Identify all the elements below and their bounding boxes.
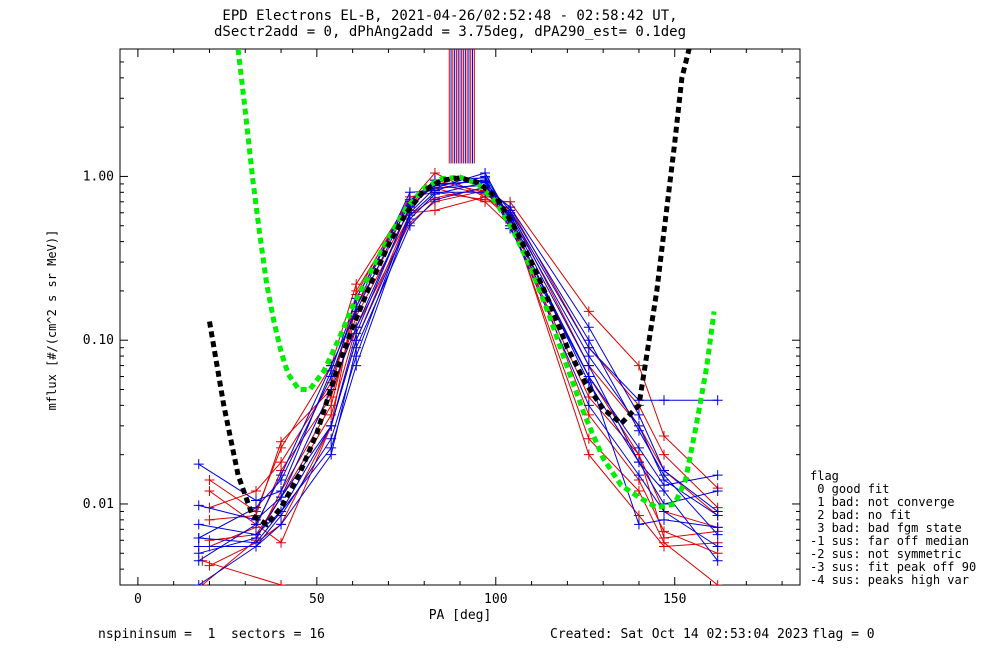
red-series-point xyxy=(659,431,669,442)
blue-series-point xyxy=(193,459,204,470)
blue-series-point xyxy=(193,500,204,511)
legend-item: 3 bad: bad fgm state xyxy=(810,521,962,535)
y-axis-label: mflux [#/(cm^2 s sr MeV)] xyxy=(45,230,59,411)
blue-series-point xyxy=(351,342,362,353)
blue-series-point xyxy=(351,360,362,371)
legend-item: 0 good fit xyxy=(810,482,890,496)
red-series-point xyxy=(197,580,208,585)
blue-series-point xyxy=(633,470,644,481)
red-series-point xyxy=(276,436,287,447)
blue-series-point xyxy=(633,457,644,468)
red-series-point xyxy=(204,535,215,546)
red-series-point xyxy=(583,306,594,317)
y-tick-label: 0.01 xyxy=(83,497,114,512)
red-series-point xyxy=(659,532,669,543)
red-series-point xyxy=(204,475,215,486)
blue-series-point xyxy=(326,420,337,431)
red-series-point xyxy=(204,514,215,525)
flag-legend: flag 0 good fit 1 bad: not converge 2 ba… xyxy=(810,470,976,587)
blue-series-point xyxy=(583,322,594,333)
blue-series-point xyxy=(712,470,723,481)
red-series-point xyxy=(351,279,362,290)
y-tick-label: 0.10 xyxy=(83,333,114,348)
blue-series-point xyxy=(251,502,261,513)
chart-title-line-1: EPD Electrons EL-B, 2021-04-26/02:52:48 … xyxy=(222,8,678,24)
blue-series-point xyxy=(659,514,669,525)
series-layer xyxy=(193,49,723,585)
blue-series-point xyxy=(351,328,362,339)
blue-series-point xyxy=(633,420,644,431)
red-series-point xyxy=(204,560,215,571)
blue-series-point xyxy=(583,400,594,411)
blue-series-point xyxy=(583,351,594,362)
red-series-point xyxy=(276,537,287,548)
red-series-line xyxy=(209,187,718,528)
blue-series-point xyxy=(193,519,204,530)
blue-series-point xyxy=(583,342,594,353)
red-series-point xyxy=(429,205,440,216)
red-series-point xyxy=(204,485,215,496)
legend-title: flag xyxy=(810,469,839,483)
x-tick-label: 0 xyxy=(134,592,142,607)
legend-item: -3 sus: fit peak off 90 xyxy=(810,560,977,574)
blue-series-point xyxy=(276,475,287,486)
red-series-line xyxy=(202,560,282,585)
blue-series-point xyxy=(633,442,644,453)
y-tick-label: 1.00 xyxy=(83,169,114,184)
blue-series-point xyxy=(326,360,337,371)
blue-series-point xyxy=(712,555,723,566)
footer-flag: flag = 0 xyxy=(812,627,875,642)
red-series-line xyxy=(209,196,718,567)
red-series-point xyxy=(659,541,669,552)
x-tick-label: 100 xyxy=(484,592,507,607)
blue-series-point xyxy=(480,171,491,182)
blue-series-point xyxy=(659,465,669,476)
red-series-point xyxy=(633,360,644,371)
blue-series-point xyxy=(712,506,723,517)
blue-series-point xyxy=(276,492,287,503)
blue-series-point xyxy=(712,485,723,496)
blue-series-point xyxy=(633,519,644,530)
red-series-point xyxy=(659,449,669,460)
x-tick-label: 150 xyxy=(663,592,686,607)
blue-series-point xyxy=(712,541,723,552)
blue-series-line xyxy=(198,181,718,521)
red-series-point xyxy=(583,409,594,420)
chart-title-line-2: dSectr2add = 0, dPhAng2add = 3.75deg, dP… xyxy=(213,24,686,40)
blue-series-point xyxy=(404,187,415,198)
legend-item: -4 sus: peaks high var xyxy=(810,573,969,587)
blue-series-point xyxy=(583,371,594,382)
legend-item: 1 bad: not converge xyxy=(810,495,955,509)
x-tick-label: 50 xyxy=(309,592,325,607)
tick-labels: 0 50 100 150 0.01 0.10 1.00 xyxy=(83,169,687,607)
blue-series-point xyxy=(633,409,644,420)
blue-series-point xyxy=(251,532,261,543)
blue-series-point xyxy=(712,395,723,406)
axis-ticks xyxy=(120,48,800,585)
blue-series-point xyxy=(583,360,594,371)
red-series-point xyxy=(251,485,261,496)
blue-series-point xyxy=(659,395,669,406)
blue-series-point xyxy=(429,185,440,196)
red-series-point xyxy=(712,580,723,585)
legend-item: -2 sus: not symmetric xyxy=(810,547,962,561)
footer-created: Created: Sat Oct 14 02:53:04 2023 xyxy=(550,627,809,642)
blue-series-point xyxy=(326,442,337,453)
blue-series-point xyxy=(193,580,204,585)
red-series-point xyxy=(276,457,287,468)
blue-series-point xyxy=(193,532,204,543)
blue-series-point xyxy=(659,475,669,486)
footer-spin-info: nspininsum = 1 sectors = 16 xyxy=(98,627,325,642)
x-axis-label: PA [deg] xyxy=(429,608,492,623)
legend-item: -1 sus: far off median xyxy=(810,534,969,548)
blue-series-point xyxy=(712,522,723,533)
blue-series-point xyxy=(276,519,287,530)
legend-item: 2 bad: no fit xyxy=(810,508,912,522)
green-fit-curve xyxy=(235,49,717,511)
red-series-point xyxy=(276,580,287,585)
red-series-point xyxy=(583,449,594,460)
black-fit-curve xyxy=(207,49,692,528)
blue-series-point xyxy=(193,548,204,559)
